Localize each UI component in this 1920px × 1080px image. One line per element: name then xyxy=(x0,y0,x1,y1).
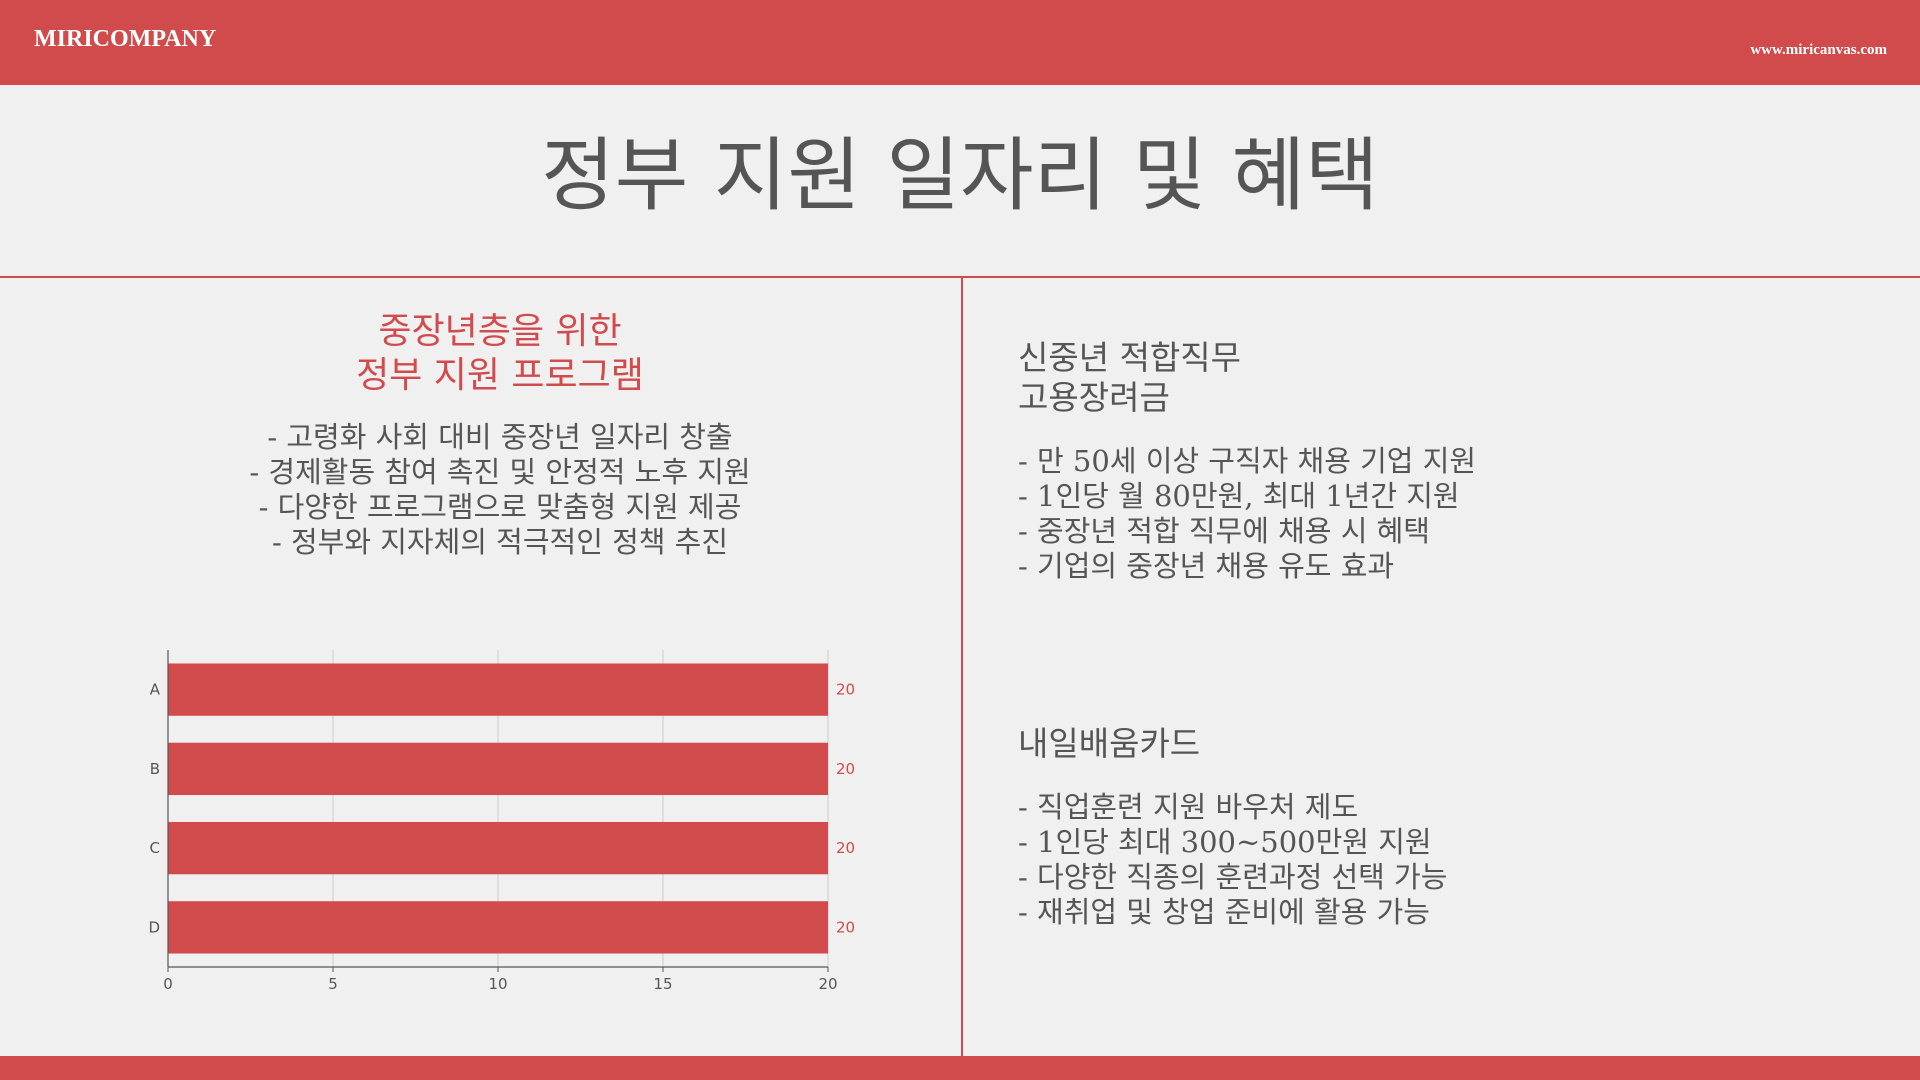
header-bar: MIRICOMPANY www.miricanvas.com xyxy=(0,0,1920,85)
category-label: A xyxy=(150,681,161,699)
bar-c xyxy=(168,821,828,875)
data-label: 20 xyxy=(836,918,855,936)
list-item: - 직업훈련 지원 바우처 제도 xyxy=(1018,790,1359,824)
bar-d xyxy=(168,901,828,954)
x-tick-label: 20 xyxy=(818,975,837,993)
left-section-heading: 중장년층을 위한 정부 지원 프로그램 xyxy=(100,310,900,398)
list-item: - 경제활동 참여 촉진 및 안정적 노후 지원 xyxy=(249,455,751,489)
left-heading-line: 정부 지원 프로그램 xyxy=(356,355,644,396)
heading-line: 고용장려금 xyxy=(1018,378,1170,417)
x-tick-label: 5 xyxy=(328,975,338,993)
heading-line: 내일배움카드 xyxy=(1018,724,1201,763)
list-item: - 정부와 지자체의 적극적인 정책 추진 xyxy=(271,525,729,559)
vertical-divider xyxy=(961,277,963,1057)
horizontal-divider xyxy=(0,276,1920,278)
section-heading-learning-card: 내일배움카드 xyxy=(1018,724,1200,764)
data-label: 20 xyxy=(836,681,855,699)
list-item: - 다양한 직종의 훈련과정 선택 가능 xyxy=(1018,860,1448,894)
left-bullet-list: - 고령화 사회 대비 중장년 일자리 창출 - 경제활동 참여 촉진 및 안정… xyxy=(50,420,950,560)
heading-line: 신중년 적합직무 xyxy=(1018,338,1242,377)
section-heading-employment-subsidy: 신중년 적합직무 고용장려금 xyxy=(1018,338,1241,418)
list-item: - 만 50세 이상 구직자 채용 기업 지원 xyxy=(1018,444,1477,478)
list-item: - 기업의 중장년 채용 유도 효과 xyxy=(1018,549,1395,583)
category-label: B xyxy=(150,760,160,778)
list-item: - 재취업 및 창업 준비에 활용 가능 xyxy=(1018,895,1430,929)
website-url: www.miricanvas.com xyxy=(1750,42,1887,58)
data-label: 20 xyxy=(836,760,855,778)
bar-a xyxy=(168,663,828,716)
category-label: D xyxy=(148,918,160,936)
x-tick-label: 0 xyxy=(163,975,173,993)
data-label: 20 xyxy=(836,839,855,857)
list-item: - 고령화 사회 대비 중장년 일자리 창출 xyxy=(267,420,733,454)
brand-logo: MIRICOMPANY xyxy=(34,26,217,52)
category-label: C xyxy=(150,839,160,857)
footer-bar xyxy=(0,1056,1920,1080)
bar-b xyxy=(168,742,828,796)
x-tick-label: 10 xyxy=(488,975,507,993)
x-tick-label: 15 xyxy=(653,975,672,993)
employment-subsidy-list: - 만 50세 이상 구직자 채용 기업 지원 - 1인당 월 80만원, 최대… xyxy=(1018,444,1476,584)
page-title: 정부 지원 일자리 및 혜택 xyxy=(541,129,1379,222)
bar-chart: A 20 B 20 C 20 D 20 0 5 10 15 20 xyxy=(148,650,855,993)
list-item: - 1인당 최대 300~500만원 지원 xyxy=(1018,825,1432,859)
list-item: - 중장년 적합 직무에 채용 시 혜택 xyxy=(1018,514,1430,548)
list-item: - 1인당 월 80만원, 최대 1년간 지원 xyxy=(1018,479,1460,513)
list-item: - 다양한 프로그램으로 맞춤형 지원 제공 xyxy=(258,490,742,524)
learning-card-list: - 직업훈련 지원 바우처 제도 - 1인당 최대 300~500만원 지원 -… xyxy=(1018,790,1447,930)
left-heading-line: 중장년층을 위한 xyxy=(378,311,622,352)
